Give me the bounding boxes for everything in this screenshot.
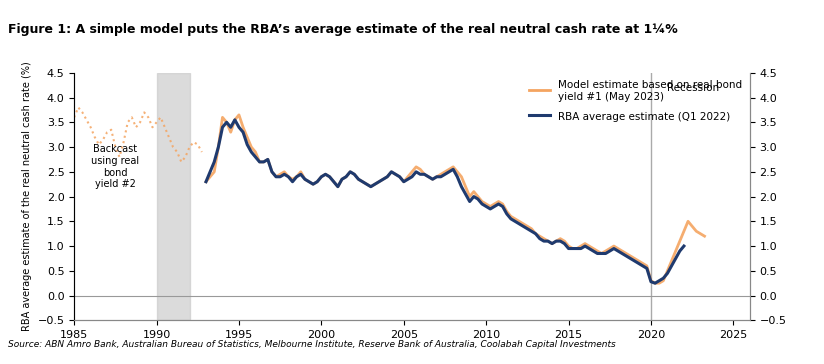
Text: Recession: Recession <box>667 83 719 93</box>
Text: Backcast
using real
bond
yield #2: Backcast using real bond yield #2 <box>91 145 139 189</box>
Text: Source: ABN Amro Bank, Australian Bureau of Statistics, Melbourne Institute, Res: Source: ABN Amro Bank, Australian Bureau… <box>8 340 616 349</box>
Bar <box>157 73 190 320</box>
Y-axis label: RBA average estimate of the real neutral cash rate (%): RBA average estimate of the real neutral… <box>22 62 32 332</box>
Legend: Model estimate based on real bond
yield #1 (May 2023), RBA average estimate (Q1 : Model estimate based on real bond yield … <box>525 76 747 127</box>
Text: Figure 1: A simple model puts the RBA’s average estimate of the real neutral cas: Figure 1: A simple model puts the RBA’s … <box>8 23 678 36</box>
